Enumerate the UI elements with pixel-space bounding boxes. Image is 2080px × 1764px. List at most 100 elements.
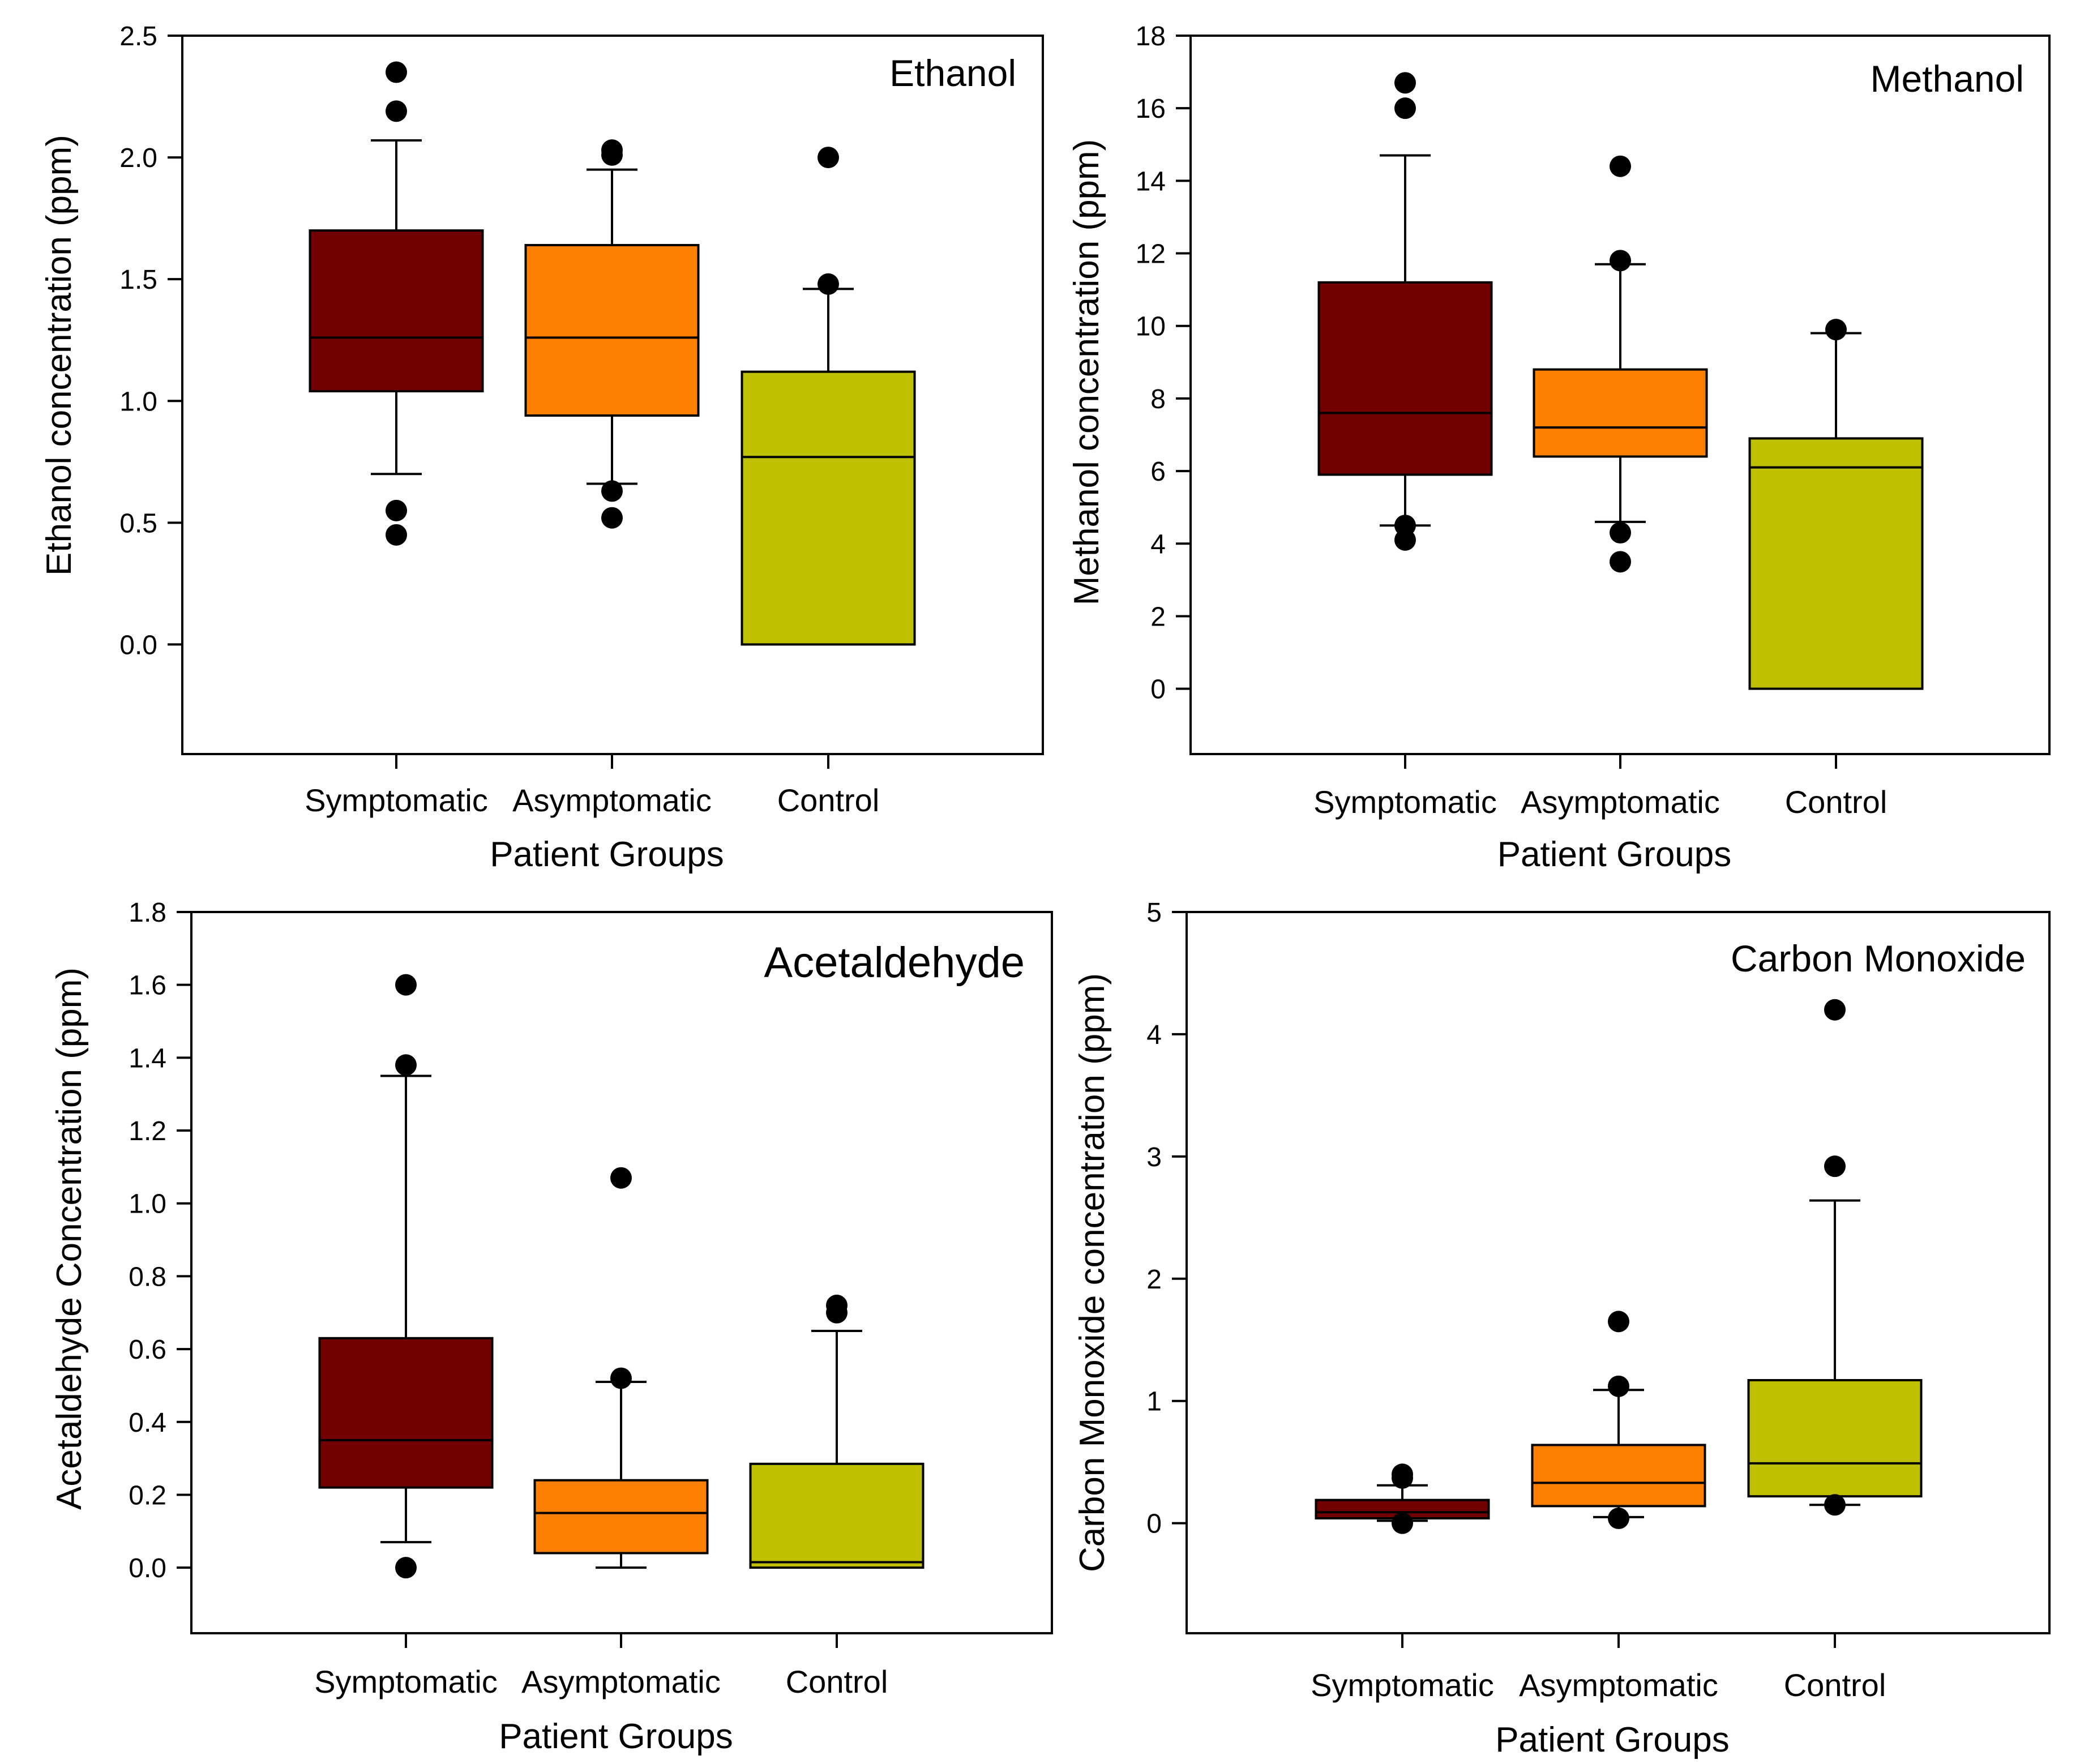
- y-tick-label: 4: [1146, 1020, 1162, 1050]
- outlier-point: [1610, 250, 1631, 272]
- x-category-label: Asymptomatic: [521, 1664, 721, 1699]
- y-tick-label: 18: [1136, 22, 1166, 52]
- box-iqr: [1533, 368, 1708, 458]
- y-axis-title: Ethanol concentration (ppm): [40, 135, 79, 576]
- y-tick-label: 2.0: [119, 143, 157, 173]
- box-asymptomatic: [1531, 1311, 1706, 1530]
- box-iqr: [1747, 1379, 1923, 1498]
- y-tick-label: 1.0: [129, 1189, 166, 1219]
- box-symptomatic: [1317, 72, 1493, 551]
- outlier-point: [610, 1367, 632, 1389]
- x-category-label: Control: [1785, 784, 1888, 820]
- x-category-label: Control: [777, 782, 880, 818]
- box-symptomatic: [318, 974, 494, 1579]
- box-symptomatic: [309, 61, 484, 546]
- box-asymptomatic: [1533, 155, 1708, 573]
- outlier-point: [386, 100, 407, 122]
- box-symptomatic: [1315, 1463, 1490, 1534]
- y-axis-title: Carbon Monoxide concentration (ppm): [1073, 973, 1112, 1572]
- box-asymptomatic: [533, 1167, 709, 1569]
- outlier-point: [1608, 1508, 1629, 1530]
- outlier-point: [1610, 522, 1631, 544]
- outlier-point: [601, 507, 623, 529]
- y-tick-label: 0.5: [119, 508, 157, 538]
- x-axis-title: Patient Groups: [490, 835, 724, 874]
- outlier-point: [1608, 1375, 1629, 1397]
- x-category-label: Symptomatic: [314, 1664, 498, 1699]
- outlier-point: [1825, 319, 1847, 341]
- y-tick-label: 2: [1146, 1265, 1162, 1295]
- box-iqr: [309, 229, 484, 393]
- box-iqr: [1748, 437, 1924, 690]
- outlier-point: [395, 1557, 417, 1579]
- box-control: [1748, 319, 1924, 690]
- y-tick-label: 0.2: [129, 1480, 166, 1510]
- y-tick-label: 0: [1150, 675, 1166, 705]
- y-tick-label: 10: [1136, 312, 1166, 342]
- y-tick-label: 1.8: [129, 898, 166, 928]
- x-category-label: Asymptomatic: [1521, 784, 1720, 820]
- outlier-point: [818, 273, 839, 295]
- x-axis-title: Patient Groups: [499, 1717, 733, 1756]
- box-iqr: [749, 1462, 925, 1569]
- box-control: [741, 147, 916, 646]
- outlier-point: [1394, 529, 1416, 551]
- panel-title: Ethanol: [889, 52, 1016, 94]
- box-iqr: [524, 243, 700, 417]
- chart-panel-3: 0.0 0.2 0.4 0.6 0.8 1.0 1.2 1.4 1.6 1.8 Symptomati…: [50, 898, 1053, 1756]
- y-tick-label: 1.5: [119, 265, 157, 295]
- y-tick-label: 1.2: [129, 1116, 166, 1146]
- y-tick-label: 2: [1150, 602, 1166, 632]
- box-control: [749, 1294, 925, 1569]
- outlier-point: [1608, 1311, 1629, 1333]
- y-tick-label: 0.0: [119, 630, 157, 660]
- y-axis-title: Methanol concentration (ppm): [1067, 139, 1106, 606]
- box-asymptomatic: [524, 139, 700, 529]
- x-category-label: Symptomatic: [1311, 1667, 1494, 1703]
- x-category-label: Symptomatic: [305, 782, 488, 818]
- y-tick-label: 1.0: [119, 387, 157, 417]
- x-category-label: Asymptomatic: [512, 782, 712, 818]
- outlier-point: [1392, 1512, 1413, 1534]
- chart-panel-2: 0 2 4 6 8 10 12 14 16 18 Symptomatic Asymptomatic Co…: [1067, 22, 2051, 874]
- box-iqr: [1317, 281, 1493, 476]
- panel-title: Acetaldehyde: [764, 939, 1025, 987]
- outlier-point: [386, 499, 407, 521]
- y-tick-label: 0: [1146, 1509, 1162, 1539]
- box-iqr: [533, 1479, 709, 1555]
- y-tick-label: 1.4: [129, 1043, 166, 1073]
- outlier-point: [386, 61, 407, 83]
- box-control: [1747, 999, 1923, 1516]
- outlier-point: [1392, 1467, 1413, 1489]
- y-tick-label: 1: [1146, 1387, 1162, 1417]
- outlier-point: [610, 1167, 632, 1189]
- y-tick-label: 5: [1146, 898, 1162, 928]
- outlier-point: [1394, 97, 1416, 119]
- outlier-point: [1824, 999, 1846, 1021]
- y-tick-label: 12: [1136, 239, 1166, 269]
- y-tick-label: 0.4: [129, 1408, 166, 1438]
- y-tick-label: 4: [1150, 529, 1166, 559]
- panel-title: Methanol: [1870, 58, 2024, 100]
- chart-panel-4: 0 1 2 3 4 5 Symptomatic Asymptomatic Control Carb…: [1073, 898, 2051, 1759]
- x-axis-title: Patient Groups: [1495, 1720, 1730, 1759]
- outlier-point: [1824, 1155, 1846, 1178]
- box-iqr: [318, 1337, 494, 1489]
- outlier-point: [818, 147, 839, 169]
- outlier-point: [1610, 155, 1631, 177]
- y-tick-label: 2.5: [119, 22, 157, 52]
- y-tick-label: 6: [1150, 457, 1166, 487]
- outlier-point: [1824, 1494, 1846, 1516]
- x-category-label: Control: [1784, 1667, 1886, 1703]
- y-tick-label: 1.6: [129, 971, 166, 1001]
- outlier-point: [395, 1054, 417, 1076]
- x-category-label: Symptomatic: [1313, 784, 1497, 820]
- y-tick-label: 0.0: [129, 1553, 166, 1583]
- x-category-label: Asymptomatic: [1519, 1667, 1718, 1703]
- x-axis-title: Patient Groups: [1497, 835, 1732, 874]
- outlier-point: [826, 1301, 848, 1324]
- box-iqr: [741, 370, 916, 646]
- outlier-point: [395, 974, 417, 996]
- y-axis-title: Acetaldehyde Concentration (ppm): [50, 967, 89, 1510]
